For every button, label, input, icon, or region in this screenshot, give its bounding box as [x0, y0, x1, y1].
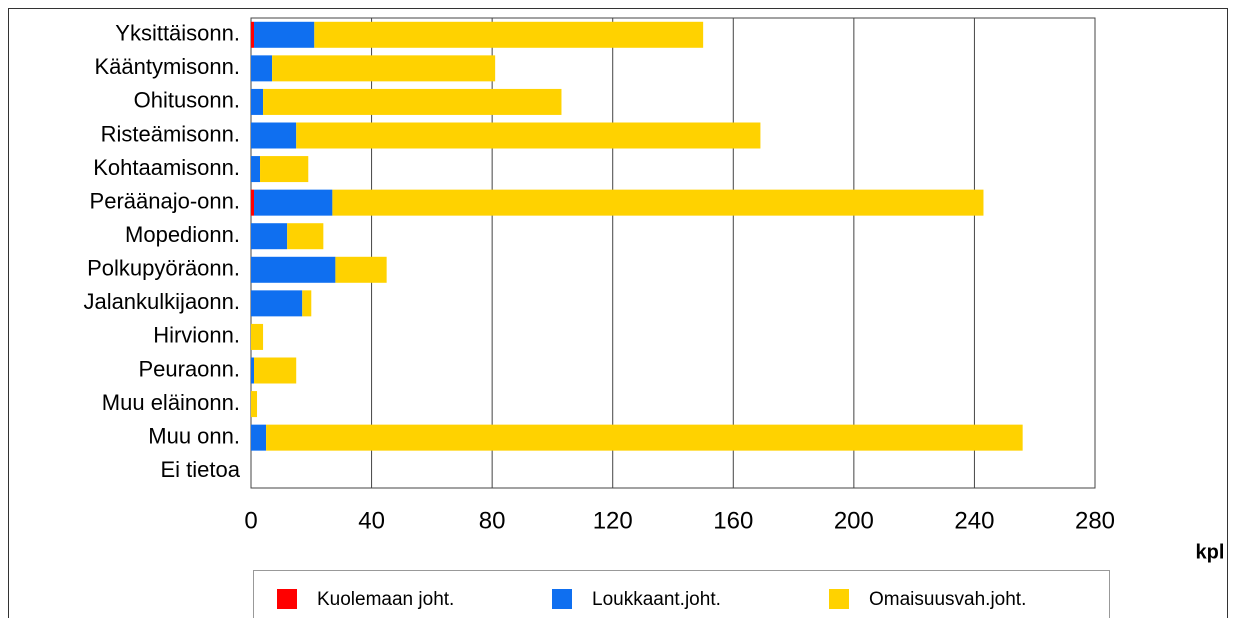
y-tick-label: Peräänajo-onn.: [90, 188, 240, 213]
y-tick-label: Mopedionn.: [125, 222, 240, 247]
x-tick-label: 160: [713, 507, 753, 534]
y-tick-label: Peuraonn.: [138, 356, 240, 381]
bar-segment: [296, 122, 761, 149]
x-tick-label: 280: [1075, 507, 1115, 534]
bar-segment: [266, 424, 1023, 451]
plot-border: [250, 17, 1096, 489]
bar-segment: [251, 424, 267, 451]
y-tick-label: Muu eläinonn.: [102, 390, 240, 415]
legend-label: Kuolemaan joht.: [317, 589, 454, 610]
bar-segment: [251, 323, 264, 350]
bar-segment: [251, 189, 255, 216]
y-tick-label: Kääntymisonn.: [94, 54, 240, 79]
bar-segment: [251, 290, 303, 317]
bar-segment: [251, 21, 255, 48]
bar-segment: [335, 256, 387, 283]
y-tick-label: Risteämisonn.: [101, 121, 240, 146]
bar-segment: [251, 156, 261, 183]
bar-segment: [251, 122, 297, 149]
bar-segment: [254, 189, 333, 216]
legend-swatch: [552, 589, 572, 609]
legend-label: Omaisuusvah.joht.: [869, 589, 1026, 610]
x-tick-label: 120: [593, 507, 633, 534]
x-tick-label: 0: [244, 507, 257, 534]
x-axis-label: kpl: [1196, 541, 1225, 563]
x-tick-label: 40: [358, 507, 385, 534]
x-tick-label: 200: [834, 507, 874, 534]
bar-segment: [287, 223, 324, 250]
bar-segment: [272, 55, 496, 82]
legend-swatch: [277, 589, 297, 609]
bar-segment: [254, 21, 315, 48]
x-tick-label: 240: [954, 507, 994, 534]
bar-segment: [332, 189, 984, 216]
y-tick-label: Hirvionn.: [153, 323, 240, 348]
bar-segment: [260, 156, 309, 183]
y-tick-label: Muu onn.: [148, 423, 240, 448]
y-tick-label: Polkupyöräonn.: [87, 256, 240, 281]
bar-segment: [314, 21, 704, 48]
bar-segment: [251, 357, 255, 384]
bar-segment: [251, 391, 258, 418]
legend-swatch: [829, 589, 849, 609]
bar-segment: [251, 88, 264, 115]
bar-segment: [251, 256, 336, 283]
bar-segment: [251, 55, 273, 82]
legend-box: [253, 570, 1110, 618]
y-tick-label: Jalankulkijaonn.: [83, 289, 240, 314]
x-tick-label: 80: [479, 507, 506, 534]
frame: [8, 8, 1228, 618]
y-tick-label: Yksittäisonn.: [115, 21, 240, 46]
legend-label: Loukkaant.joht.: [592, 589, 721, 610]
y-tick-label: Ohitusonn.: [134, 88, 240, 113]
y-tick-label: Ei tietoa: [161, 457, 241, 482]
bar-segment: [254, 357, 297, 384]
bar-segment: [251, 223, 288, 250]
bar-segment: [302, 290, 312, 317]
y-tick-label: Kohtaamisonn.: [93, 155, 240, 180]
bar-segment: [263, 88, 562, 115]
